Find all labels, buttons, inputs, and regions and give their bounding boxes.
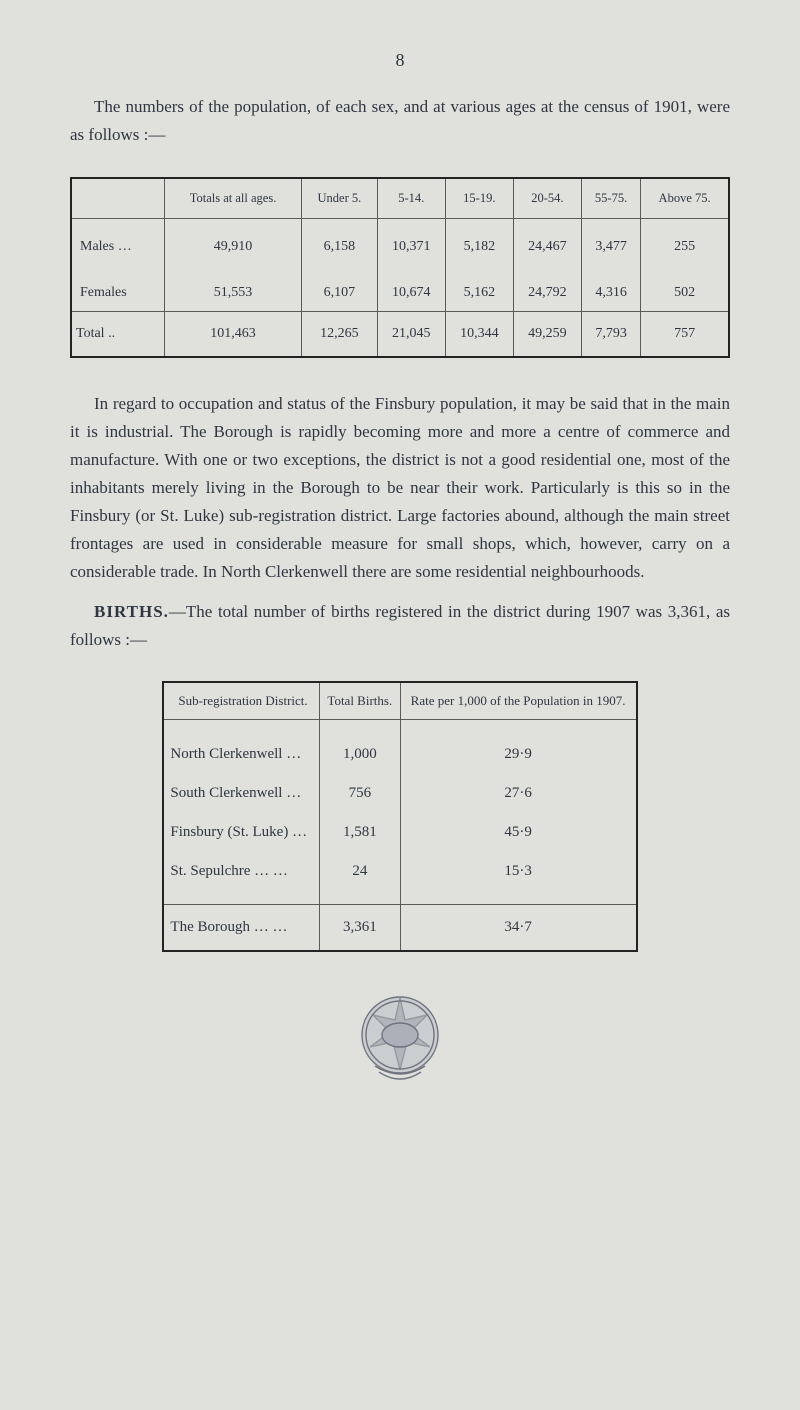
cell: 7,793	[581, 312, 640, 358]
census-header: Above 75.	[641, 178, 729, 219]
row-label: Total ..	[71, 312, 165, 358]
births-header: Total Births.	[320, 682, 401, 720]
cell: 502	[641, 265, 729, 312]
cell: 5,182	[445, 219, 513, 266]
births-header: Sub-registration District.	[163, 682, 319, 720]
row-label: Females	[71, 265, 165, 312]
births-heading-text: —The total number of births registered i…	[70, 602, 730, 649]
cell: 45·9	[400, 813, 636, 852]
cell: 27·6	[400, 774, 636, 813]
table-row: Males … 49,910 6,158 10,371 5,182 24,467…	[71, 219, 729, 266]
cell: 3,477	[581, 219, 640, 266]
census-header	[71, 178, 165, 219]
table-row: Females 51,553 6,107 10,674 5,162 24,792…	[71, 265, 729, 312]
census-header: 5-14.	[377, 178, 445, 219]
seal-icon	[355, 992, 445, 1088]
intro-paragraph: The numbers of the population, of each s…	[70, 93, 730, 149]
census-table: Totals at all ages. Under 5. 5-14. 15-19…	[70, 177, 730, 358]
cell: 29·9	[400, 719, 636, 774]
cell: 1,581	[320, 813, 401, 852]
row-label: The Borough … …	[163, 904, 319, 951]
cell: 24	[320, 852, 401, 905]
table-row: Finsbury (St. Luke) … 1,581 45·9	[163, 813, 636, 852]
census-header: 15-19.	[445, 178, 513, 219]
page-number: 8	[70, 50, 730, 71]
table-row: St. Sepulchre … … 24 15·3	[163, 852, 636, 905]
cell: 757	[641, 312, 729, 358]
cell: 49,259	[513, 312, 581, 358]
census-header: 55-75.	[581, 178, 640, 219]
cell: 1,000	[320, 719, 401, 774]
cell: 51,553	[165, 265, 302, 312]
births-header-row: Sub-registration District. Total Births.…	[163, 682, 636, 720]
cell: 21,045	[377, 312, 445, 358]
body-paragraph: In regard to occupation and status of th…	[70, 390, 730, 586]
table-total-row: Total .. 101,463 12,265 21,045 10,344 49…	[71, 312, 729, 358]
cell: 10,674	[377, 265, 445, 312]
page: 8 The numbers of the population, of each…	[0, 0, 800, 1410]
cell: 3,361	[320, 904, 401, 951]
table-row: North Clerkenwell … 1,000 29·9	[163, 719, 636, 774]
cell: 255	[641, 219, 729, 266]
census-header: 20-54.	[513, 178, 581, 219]
census-header: Totals at all ages.	[165, 178, 302, 219]
births-heading-label: BIRTHS.	[94, 602, 169, 621]
cell: 15·3	[400, 852, 636, 905]
cell: 10,371	[377, 219, 445, 266]
cell: 101,463	[165, 312, 302, 358]
table-row: South Clerkenwell … 756 27·6	[163, 774, 636, 813]
row-label: Finsbury (St. Luke) …	[163, 813, 319, 852]
census-header: Under 5.	[302, 178, 378, 219]
cell: 49,910	[165, 219, 302, 266]
cell: 6,107	[302, 265, 378, 312]
cell: 10,344	[445, 312, 513, 358]
births-table: Sub-registration District. Total Births.…	[162, 681, 637, 952]
cell: 12,265	[302, 312, 378, 358]
cell: 756	[320, 774, 401, 813]
census-header-row: Totals at all ages. Under 5. 5-14. 15-19…	[71, 178, 729, 219]
cell: 24,467	[513, 219, 581, 266]
table-total-row: The Borough … … 3,361 34·7	[163, 904, 636, 951]
row-label: St. Sepulchre … …	[163, 852, 319, 905]
row-label: North Clerkenwell …	[163, 719, 319, 774]
births-paragraph: BIRTHS.—The total number of births regis…	[70, 598, 730, 654]
row-label: South Clerkenwell …	[163, 774, 319, 813]
cell: 24,792	[513, 265, 581, 312]
births-header: Rate per 1,000 of the Population in 1907…	[400, 682, 636, 720]
cell: 4,316	[581, 265, 640, 312]
cell: 5,162	[445, 265, 513, 312]
row-label: Males …	[71, 219, 165, 266]
cell: 34·7	[400, 904, 636, 951]
cell: 6,158	[302, 219, 378, 266]
